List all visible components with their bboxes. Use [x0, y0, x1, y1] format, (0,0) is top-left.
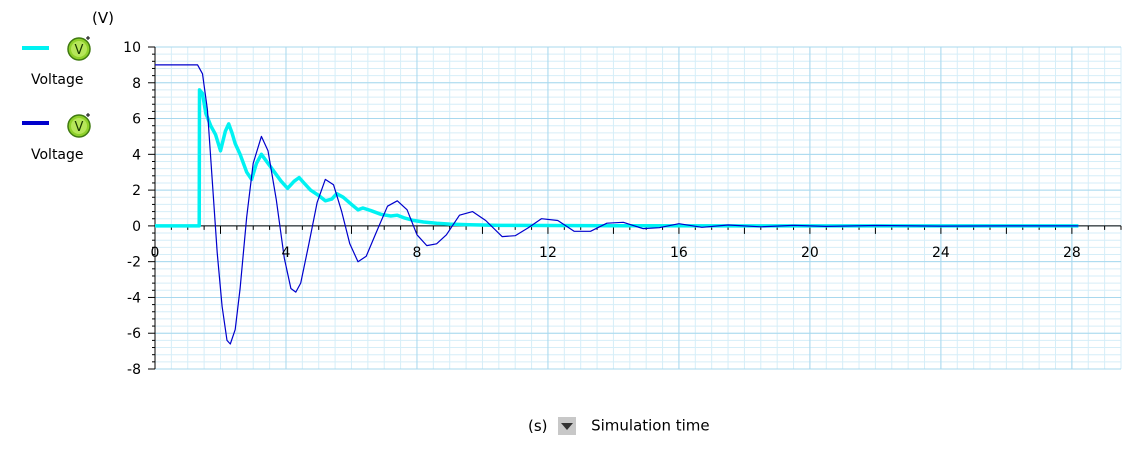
minor-grid	[154, 46, 1122, 370]
x-tick-label: 4	[282, 245, 291, 261]
x-axis-control: (s) Simulation time	[528, 416, 710, 440]
y-tick-label: -4	[127, 290, 141, 306]
x-tick-label: 20	[801, 245, 819, 261]
axes	[148, 46, 1122, 370]
y-tick-label: -2	[127, 255, 141, 271]
legend-swatch	[22, 46, 49, 50]
series-layer	[155, 64, 1079, 345]
series-line	[155, 64, 1079, 345]
y-tick-label: 8	[132, 76, 141, 92]
major-grid	[154, 46, 1121, 370]
voltmeter-icon[interactable]: V	[67, 112, 93, 138]
legend: V Voltage V Voltage	[0, 0, 140, 180]
svg-text:V: V	[75, 43, 84, 58]
y-tick-label: -6	[127, 326, 141, 342]
x-tick-label: 28	[1063, 245, 1081, 261]
svg-text:V: V	[75, 120, 84, 135]
y-tick-label: 2	[132, 183, 141, 199]
legend-label: Voltage	[31, 147, 84, 163]
y-tick-label: 10	[123, 40, 141, 56]
voltmeter-icon[interactable]: V	[67, 35, 93, 61]
legend-swatch	[22, 121, 49, 125]
y-axis-unit: (V)	[92, 9, 114, 27]
y-tick-label: 4	[132, 147, 141, 163]
legend-item-cyan-voltage[interactable]: V Voltage	[0, 30, 140, 90]
chart[interactable]: -8 -6 -4 -2 0 2 4 6 8 10 0 4 8 12 16 20 24 28 (V)	[0, 0, 1146, 400]
x-tick-label: 8	[413, 245, 422, 261]
x-axis-unit: (s)	[528, 416, 548, 435]
y-tick-label: -8	[127, 362, 141, 378]
x-tick-label: 12	[539, 245, 557, 261]
legend-item-blue-voltage[interactable]: V Voltage	[0, 105, 140, 165]
legend-label: Voltage	[31, 72, 84, 88]
x-tick-label: 24	[932, 245, 950, 261]
x-axis-quantity-label: Simulation time	[591, 416, 710, 435]
y-tick-label: 0	[132, 219, 141, 235]
series-line	[155, 88, 1079, 228]
y-tick-label: 6	[132, 112, 141, 128]
x-tick-label: 0	[151, 245, 160, 261]
x-tick-label: 16	[670, 245, 688, 261]
dropdown-arrow-icon[interactable]	[558, 416, 577, 435]
